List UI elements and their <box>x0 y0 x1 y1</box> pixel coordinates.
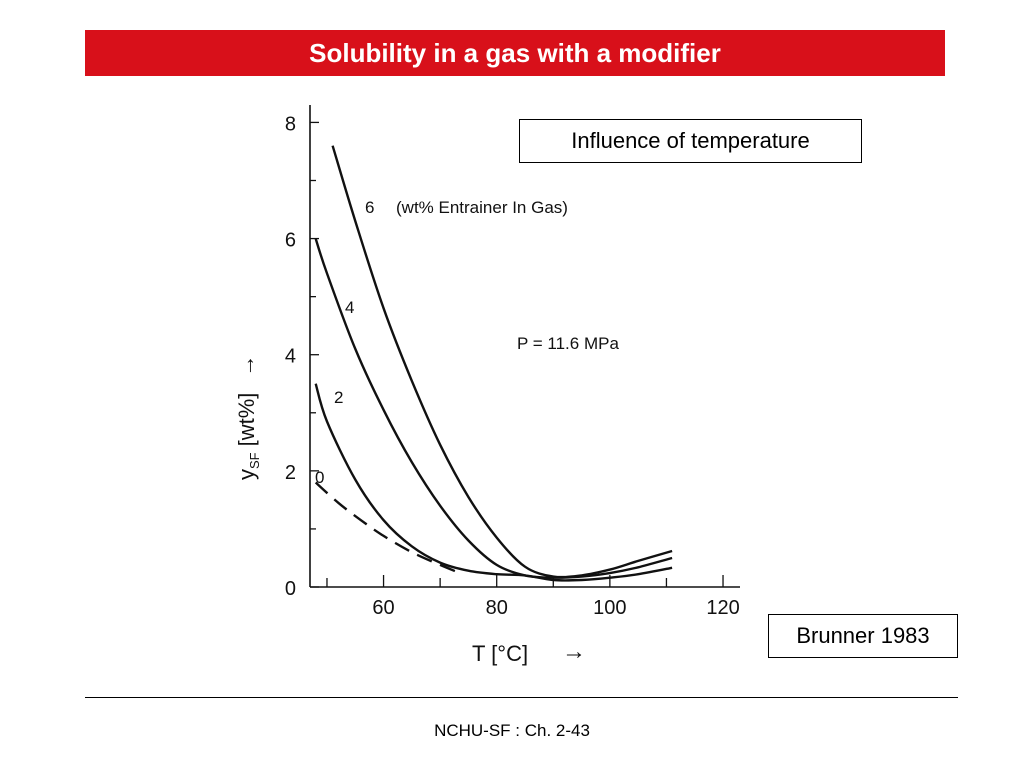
series-line-6 <box>331 145 673 579</box>
svg-text:ySF[wt%]→: ySF [wt%] → <box>234 355 262 480</box>
x-axis-arrow: → <box>562 638 586 665</box>
inset-label-box: Influence of temperature <box>519 119 862 163</box>
y-axis-subscript: SF <box>247 452 262 469</box>
series-label-6: 6 <box>365 198 374 217</box>
series-line-0 <box>314 481 464 576</box>
y-tick-label: 8 <box>285 113 296 135</box>
reference-box: Brunner 1983 <box>768 614 958 658</box>
y-axis-label: y <box>234 469 259 480</box>
chart-axes <box>309 105 740 588</box>
y-tick-label: 0 <box>285 578 296 600</box>
legend-note: (wt% Entrainer In Gas) <box>396 198 568 217</box>
x-tick-label: 80 <box>486 597 508 619</box>
y-axis-label-group: ySF [wt%] → <box>234 355 262 480</box>
series-line-4 <box>314 238 673 579</box>
series-label-0: 0 <box>315 468 324 487</box>
x-axis-label: T [°C] <box>472 641 528 666</box>
pressure-label: P = 11.6 MPa <box>517 334 619 353</box>
series-label-2: 2 <box>334 388 343 407</box>
title-bar: Solubility in a gas with a modifier <box>85 30 945 76</box>
y-tick-label: 6 <box>285 230 296 252</box>
y-axis-unit: [wt%] <box>234 393 259 447</box>
footer-text: NCHU-SF : Ch. 2-43 <box>434 721 590 740</box>
slide-title: Solubility in a gas with a modifier <box>309 37 721 68</box>
x-tick-label: 60 <box>372 597 394 619</box>
chart-curves <box>314 145 673 582</box>
chart-ticks <box>310 121 724 588</box>
series-line-2 <box>314 383 673 582</box>
y-tick-label: 4 <box>285 346 296 368</box>
inset-label: Influence of temperature <box>571 128 810 153</box>
x-tick-label: 100 <box>593 597 626 619</box>
x-tick-label: 120 <box>706 597 739 619</box>
footer-rule <box>85 697 958 698</box>
y-axis-arrow: → <box>234 355 259 377</box>
reference-label: Brunner 1983 <box>796 623 930 648</box>
series-label-4: 4 <box>345 298 354 317</box>
y-tick-label: 2 <box>285 462 296 484</box>
